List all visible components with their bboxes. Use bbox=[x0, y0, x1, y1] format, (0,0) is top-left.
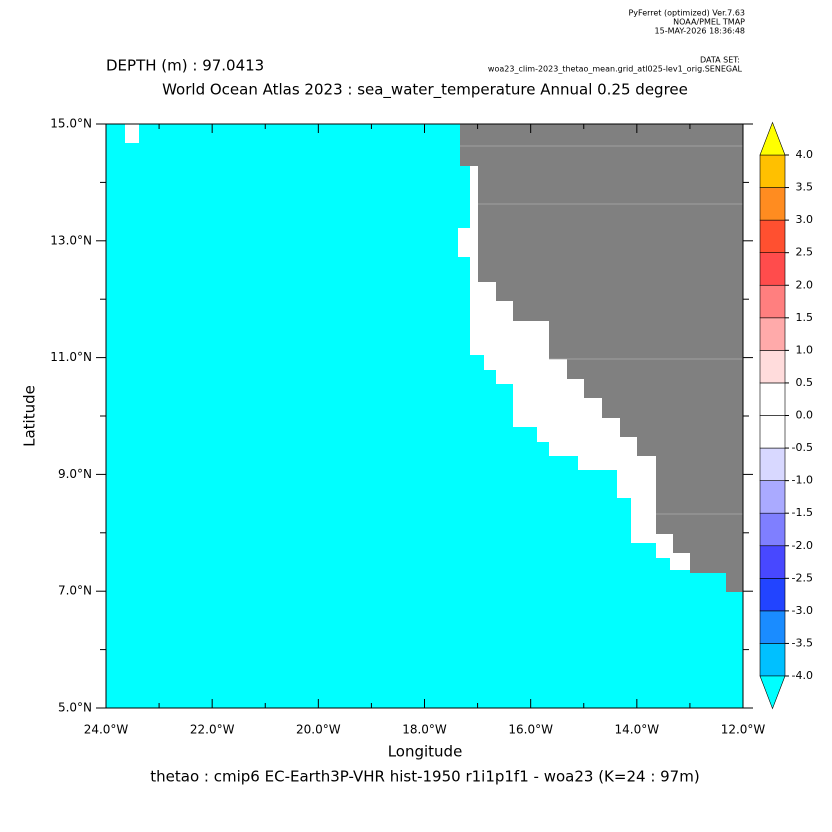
colorbar-box bbox=[759, 610, 786, 644]
colorbar-box bbox=[759, 284, 786, 319]
x-tick-label: 22.0°W bbox=[190, 723, 235, 737]
y-axis-label: Latitude bbox=[21, 385, 39, 447]
colorbar-label: 1.5 bbox=[796, 311, 814, 324]
colorbar-box bbox=[759, 545, 786, 579]
warm-cell bbox=[125, 124, 139, 143]
colorbar-under bbox=[759, 675, 786, 710]
colorbar-label: -2.0 bbox=[792, 539, 813, 552]
y-tick-label: 15.0°N bbox=[50, 117, 92, 131]
colorbar-label: 0.5 bbox=[796, 376, 814, 389]
colorbar-label: -3.5 bbox=[792, 636, 813, 649]
field bbox=[106, 124, 743, 708]
dataset: woa23_clim-2023_thetao_mean.grid_atl025-… bbox=[488, 65, 743, 74]
cold-water-region bbox=[106, 124, 743, 708]
y-tick-label: 7.0°N bbox=[58, 584, 92, 598]
colorbar-label: 3.0 bbox=[796, 213, 814, 226]
x-tick-label: 20.0°W bbox=[296, 723, 341, 737]
x-tick-label: 18.0°W bbox=[402, 723, 447, 737]
colorbar-label: -3.0 bbox=[792, 604, 813, 617]
colorbar-label: 0.0 bbox=[796, 409, 814, 422]
colorbar-box bbox=[759, 480, 786, 514]
x-tick-label: 12.0°W bbox=[721, 723, 766, 737]
header-line: 15-MAY-2026 18:36:48 bbox=[655, 27, 745, 36]
footer: thetao : cmip6 EC-Earth3P-VHR hist-1950 … bbox=[150, 768, 699, 786]
colorbar-label: -0.5 bbox=[792, 441, 813, 454]
colorbar-box bbox=[759, 350, 786, 384]
chart-title: World Ocean Atlas 2023 : sea_water_tempe… bbox=[162, 81, 688, 100]
depth-label: DEPTH (m) : 97.0413 bbox=[106, 57, 264, 75]
header-line: PyFerret (optimized) Ver.7.63 bbox=[628, 9, 745, 18]
colorbar-box bbox=[759, 512, 786, 547]
x-axis-label: Longitude bbox=[388, 743, 463, 761]
y-tick-label: 9.0°N bbox=[58, 467, 92, 481]
dataset-label: DATA SET: bbox=[700, 56, 740, 65]
colorbar-box bbox=[759, 415, 786, 449]
colorbar-box bbox=[759, 447, 786, 481]
y-tick-label: 11.0°N bbox=[50, 350, 92, 364]
colorbar-label: -4.0 bbox=[792, 669, 813, 682]
y-tick-label: 13.0°N bbox=[50, 233, 92, 247]
colorbar-label: 4.0 bbox=[796, 148, 814, 161]
colorbar-box bbox=[759, 154, 786, 188]
colorbar-box bbox=[759, 578, 786, 612]
colorbar-box bbox=[759, 187, 786, 221]
colorbar-label: -1.5 bbox=[792, 506, 813, 519]
colorbar-over bbox=[759, 121, 786, 156]
colorbar-label: -2.5 bbox=[792, 571, 813, 584]
colorbar-label: 2.0 bbox=[796, 278, 814, 291]
colorbar-label: 2.5 bbox=[796, 246, 814, 259]
colorbar-label: 1.0 bbox=[796, 343, 814, 356]
colorbar-box bbox=[759, 382, 786, 416]
x-tick-label: 24.0°W bbox=[84, 723, 129, 737]
x-tick-label: 14.0°W bbox=[615, 723, 660, 737]
x-tick-label: 16.0°W bbox=[508, 723, 553, 737]
land bbox=[460, 124, 743, 592]
colorbar-label: 3.5 bbox=[796, 181, 814, 194]
colorbar-label: -1.0 bbox=[792, 474, 813, 487]
colorbar-box bbox=[759, 219, 786, 253]
y-tick-label: 5.0°N bbox=[58, 701, 92, 715]
colorbar-box bbox=[759, 643, 786, 677]
header-line: NOAA/PMEL TMAP bbox=[673, 18, 745, 27]
colorbar-box bbox=[759, 317, 786, 351]
colorbar-box bbox=[759, 252, 786, 286]
